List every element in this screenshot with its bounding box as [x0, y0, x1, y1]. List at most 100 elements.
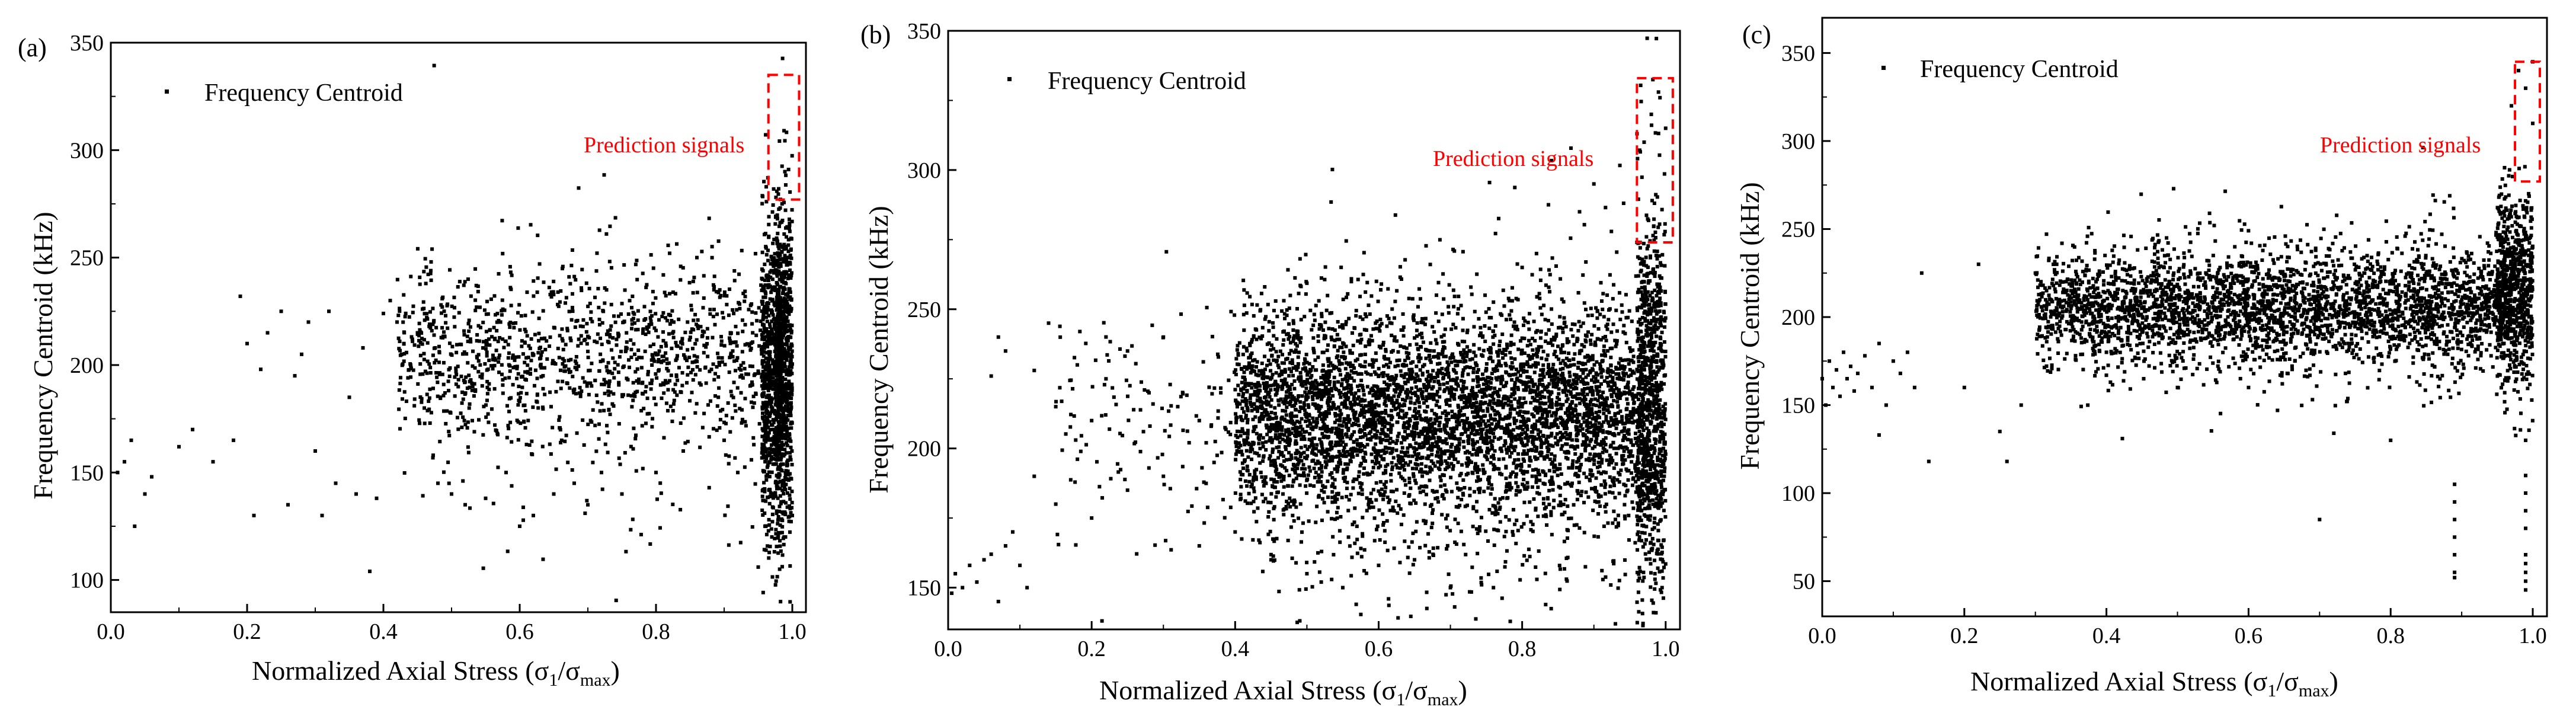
data-point: [1443, 440, 1447, 444]
data-point: [409, 274, 413, 279]
data-point: [1613, 495, 1617, 500]
data-point: [1544, 332, 1548, 336]
data-point: [469, 294, 473, 298]
data-point: [1510, 433, 1514, 437]
data-point: [785, 261, 789, 265]
data-point: [711, 283, 715, 287]
data-point: [602, 378, 606, 382]
data-point: [598, 409, 602, 413]
data-point: [1343, 399, 1347, 403]
data-point: [494, 348, 498, 353]
data-point: [783, 447, 787, 452]
data-point: [774, 196, 778, 200]
data-point: [763, 305, 767, 309]
data-point: [764, 532, 769, 536]
data-point: [753, 252, 757, 256]
data-point: [1496, 354, 1500, 358]
data-point: [517, 399, 521, 404]
data-point: [612, 392, 616, 396]
data-point: [782, 232, 786, 236]
data-point: [1591, 446, 1595, 450]
data-point: [765, 311, 769, 315]
data-point: [577, 364, 581, 368]
data-point: [649, 314, 654, 318]
data-point: [1558, 467, 1562, 471]
data-point: [1432, 349, 1436, 353]
data-point: [519, 391, 523, 395]
data-point: [1516, 437, 1520, 441]
data-point: [629, 306, 633, 310]
data-point: [764, 456, 769, 460]
data-point: [602, 173, 606, 177]
data-point: [528, 346, 532, 350]
data-point: [1349, 448, 1353, 452]
data-point: [740, 373, 744, 378]
data-point: [770, 358, 775, 362]
data-point: [447, 389, 451, 393]
data-point: [776, 518, 780, 522]
data-point: [409, 335, 414, 339]
data-point: [1578, 428, 1582, 433]
data-point: [1312, 484, 1316, 488]
data-point: [1567, 351, 1571, 356]
data-point: [1540, 356, 1544, 360]
data-point: [1508, 299, 1512, 303]
data-point: [1502, 384, 1506, 388]
data-point: [1600, 401, 1604, 405]
data-point: [423, 369, 427, 373]
data-point: [603, 380, 607, 384]
data-point: [773, 583, 777, 587]
data-point: [1397, 385, 1401, 389]
data-point: [767, 369, 771, 373]
data-point: [388, 299, 392, 303]
data-point: [1279, 479, 1284, 483]
data-point: [559, 438, 564, 442]
data-point: [658, 383, 663, 387]
data-point: [1266, 500, 1270, 504]
data-point: [431, 322, 435, 327]
data-point: [484, 347, 488, 351]
data-point: [416, 382, 420, 386]
data-point: [731, 354, 735, 359]
data-point: [1540, 416, 1544, 420]
data-point: [1543, 457, 1547, 461]
data-point: [1234, 458, 1238, 462]
data-point: [1285, 500, 1289, 504]
data-point: [750, 310, 754, 314]
data-point: [769, 262, 773, 266]
data-point: [1233, 388, 1237, 392]
x-tick-label: 1.0: [778, 619, 807, 644]
data-point: [523, 314, 527, 318]
data-point: [1426, 370, 1430, 374]
data-point: [773, 215, 777, 219]
data-point: [1617, 480, 1621, 484]
data-point: [1561, 300, 1566, 304]
data-point: [776, 231, 780, 235]
data-point: [541, 557, 545, 561]
data-point: [1629, 415, 1633, 420]
data-point: [788, 387, 792, 391]
data-point: [776, 192, 780, 196]
data-point: [749, 383, 753, 388]
data-point: [786, 472, 791, 476]
data-point: [1335, 366, 1339, 370]
data-point: [784, 420, 788, 424]
data-point: [784, 451, 788, 455]
data-point: [781, 257, 785, 261]
data-point: [1653, 572, 1657, 576]
data-point: [540, 444, 545, 449]
data-point: [1419, 344, 1423, 348]
data-point: [426, 273, 430, 277]
data-point: [778, 220, 782, 225]
data-point: [784, 408, 788, 412]
data-point: [1351, 343, 1355, 347]
data-point: [763, 414, 767, 418]
data-point: [1547, 328, 1551, 332]
data-point: [1244, 416, 1248, 420]
data-point: [1451, 378, 1455, 382]
data-point: [1294, 414, 1298, 418]
data-point: [1280, 387, 1284, 391]
data-point: [708, 308, 712, 312]
data-point: [1439, 335, 1444, 339]
data-point: [1292, 396, 1296, 400]
